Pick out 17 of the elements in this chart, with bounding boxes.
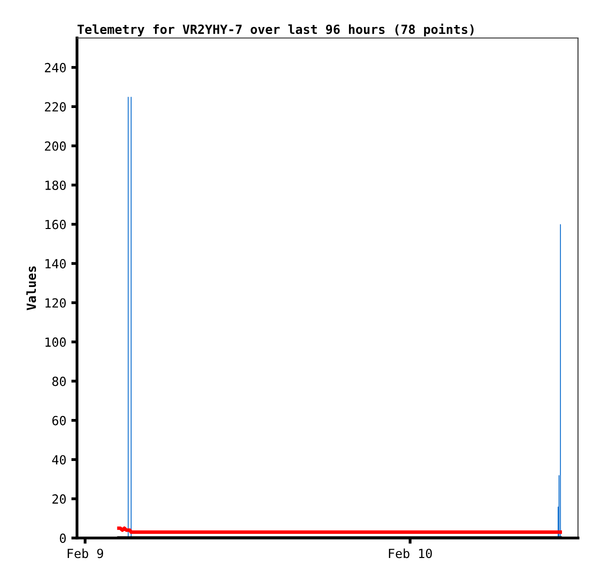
y-tick-label: 160 [46,220,66,230]
y-tick-label: 60 [52,416,66,426]
x-tick-label: Feb 9 [68,548,104,558]
y-tick-label: 180 [46,180,66,190]
y-axis-title: Values [26,266,36,310]
y-tick-label: 20 [52,494,66,504]
y-tick-label: 220 [44,102,66,112]
y-tick-label: 40 [52,455,66,465]
x-tick-label: Feb 10 [388,548,432,558]
y-tick-label: 100 [46,337,66,347]
y-tick-label: 140 [46,258,66,268]
y-tick-label: 200 [44,141,66,151]
y-tick-label: 80 [52,376,66,386]
chart-title: Telemetry for VR2YHY-7 over last 96 hours (78 points) [78,24,474,36]
y-tick-label: 0 [60,534,66,543]
y-tick-label: 120 [46,298,66,308]
y-tick-label: 240 [44,62,66,72]
